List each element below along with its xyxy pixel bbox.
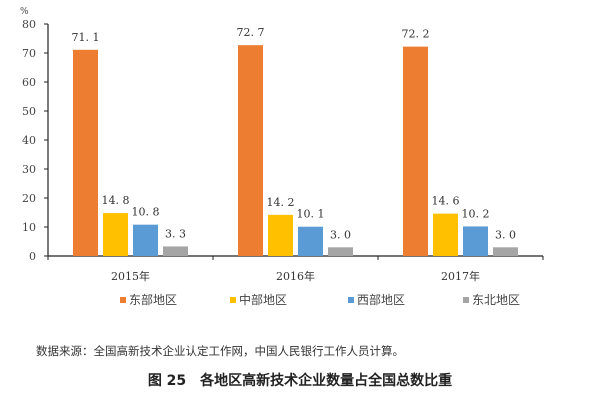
legend-item: 东部地区 <box>120 291 177 308</box>
bar <box>493 247 518 256</box>
bar-value-label: 3. 3 <box>165 227 186 240</box>
bar <box>298 226 323 256</box>
figure-caption: 图 25 各地区高新技术企业数量占全国总数比重 <box>147 373 453 389</box>
bar-value-label: 10. 2 <box>462 207 490 220</box>
y-tick-label: 60 <box>22 76 36 89</box>
bar <box>463 226 488 256</box>
bar <box>103 213 128 256</box>
bar-value-label: 3. 0 <box>495 228 516 241</box>
bar-value-label: 71. 1 <box>72 31 100 44</box>
bar <box>238 45 263 256</box>
legend-item: 中部地区 <box>230 291 287 308</box>
y-tick-label: 10 <box>22 221 36 234</box>
bar <box>403 46 428 257</box>
y-tick-label: 20 <box>22 192 36 205</box>
bar <box>73 49 98 257</box>
y-tick-label: 80 <box>22 18 36 31</box>
bar <box>268 214 293 256</box>
x-category-label: 2015年 <box>111 269 150 283</box>
bar <box>163 246 188 256</box>
legend-item: 西部地区 <box>348 291 405 308</box>
legend-item: 东北地区 <box>463 291 520 308</box>
bar-chart: 0 10 20 30 40 50 60 70 80% 71. 1 14. 810. 8 3. 3 201… <box>20 7 544 283</box>
legend-swatch-icon <box>348 296 354 303</box>
bar <box>133 224 158 256</box>
bar <box>328 247 353 256</box>
bar-value-label: 10. 8 <box>132 206 160 219</box>
y-tick-label: 30 <box>22 163 36 176</box>
legend-label: 东部地区 <box>129 293 178 307</box>
legend-label: 东北地区 <box>472 293 521 307</box>
y-tick-label: 40 <box>22 134 36 147</box>
bar <box>433 213 458 256</box>
chart-legend: 东部地区 中部地区 西部地区 东北地区 <box>0 291 600 311</box>
y-tick-label: 70 <box>22 47 36 60</box>
x-category-label: 2017年 <box>441 269 480 283</box>
bar-value-label: 3. 0 <box>330 228 351 241</box>
y-tick-label: 50 <box>22 105 36 118</box>
legend-label: 西部地区 <box>357 293 406 307</box>
bar-value-label: 14. 8 <box>102 194 130 207</box>
x-category-label: 2016年 <box>276 269 315 283</box>
bar-value-label: 72. 2 <box>402 28 430 41</box>
legend-swatch-icon <box>463 296 469 303</box>
legend-label: 中部地区 <box>239 293 288 307</box>
legend-swatch-icon <box>230 296 236 303</box>
bar-value-label: 72. 7 <box>237 26 265 39</box>
bar-value-label: 14. 6 <box>432 195 460 208</box>
y-tick-label: 0 <box>29 250 36 263</box>
legend-swatch-icon <box>120 296 126 303</box>
bar-value-label: 14. 2 <box>267 196 295 209</box>
bar-value-label: 10. 1 <box>297 208 325 221</box>
data-source-note: 数据来源：全国高新技术企业认定工作网，中国人民银行工作人员计算。 <box>36 344 404 358</box>
y-axis-unit: % <box>20 7 29 17</box>
